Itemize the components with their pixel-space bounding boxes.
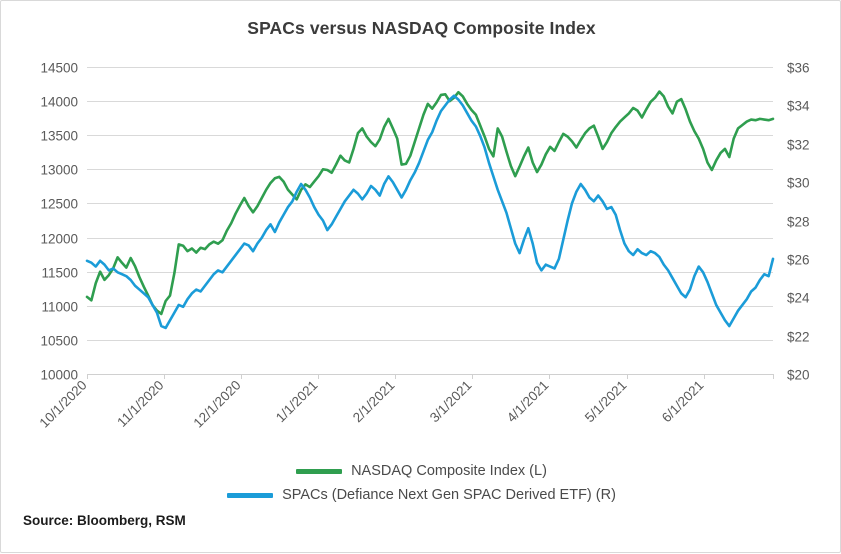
y-axis-left-labels: 10000 10500 11000 11500 12000 12500 13000 13500…: [40, 60, 78, 382]
source-note: Source: Bloomberg, RSM: [23, 513, 186, 528]
legend-swatch-nasdaq: [296, 468, 343, 474]
y-axis-left-tick: 12000: [40, 231, 78, 246]
y-axis-right-tick: $28: [787, 214, 810, 229]
x-axis-tick-label: 2/1/2021: [350, 378, 398, 426]
y-axis-left-tick: 10000: [40, 367, 78, 382]
y-axis-right-tick: $26: [787, 252, 810, 267]
y-axis-right-tick: $22: [787, 329, 810, 344]
chart-legend: NASDAQ Composite Index (L) SPACs (Defian…: [1, 463, 841, 503]
y-axis-left-tick: 11500: [41, 265, 78, 280]
y-axis-right-labels: $20 $22 $24 $26 $28 $30 $32 $34 $36: [787, 60, 810, 382]
y-axis-left-tick: 12500: [40, 196, 78, 211]
y-axis-left-tick: 13500: [40, 128, 78, 143]
x-axis-tick-label: 6/1/2021: [659, 378, 707, 426]
chart-title: SPACs versus NASDAQ Composite Index: [247, 18, 596, 38]
x-axis-tick-label: 1/1/2021: [273, 378, 321, 426]
y-axis-right-tick: $36: [787, 60, 810, 75]
y-axis-right-tick: $30: [787, 175, 810, 190]
axis-ticks: [87, 374, 774, 379]
y-axis-left-tick: 14000: [40, 94, 78, 109]
x-axis-tick-label: 10/1/2020: [37, 378, 90, 431]
y-axis-left-tick: 13000: [40, 162, 78, 177]
x-axis-labels: 10/1/2020 11/1/2020 12/1/2020 1/1/2021 2/1/2…: [37, 378, 707, 431]
x-axis-tick-label: 12/1/2020: [191, 378, 244, 431]
y-axis-left-tick: 11000: [41, 299, 78, 314]
legend-label-spacs: SPACs (Defiance Next Gen SPAC Derived ET…: [282, 487, 616, 503]
y-axis-right-tick: $32: [787, 137, 810, 152]
y-axis-right-tick: $34: [787, 98, 810, 113]
series-line-nasdaq: [85, 90, 775, 316]
gridlines: [87, 67, 773, 375]
y-axis-left-tick: 10500: [40, 333, 78, 348]
y-axis-left-tick: 14500: [40, 60, 78, 75]
data-series: [85, 90, 775, 330]
x-axis-tick-label: 4/1/2021: [504, 378, 552, 426]
legend-item-spacs: SPACs (Defiance Next Gen SPAC Derived ET…: [227, 487, 616, 503]
legend-label-nasdaq: NASDAQ Composite Index (L): [351, 463, 547, 479]
series-line-spacs: [85, 94, 775, 330]
y-axis-right-tick: $20: [787, 367, 810, 382]
x-axis-tick-label: 3/1/2021: [427, 378, 475, 426]
x-axis-tick-label: 5/1/2021: [582, 378, 630, 426]
x-axis-tick-label: 11/1/2020: [114, 378, 166, 430]
legend-swatch-spacs: [227, 492, 274, 498]
y-axis-right-tick: $24: [787, 290, 810, 305]
legend-item-nasdaq: NASDAQ Composite Index (L): [296, 463, 547, 479]
